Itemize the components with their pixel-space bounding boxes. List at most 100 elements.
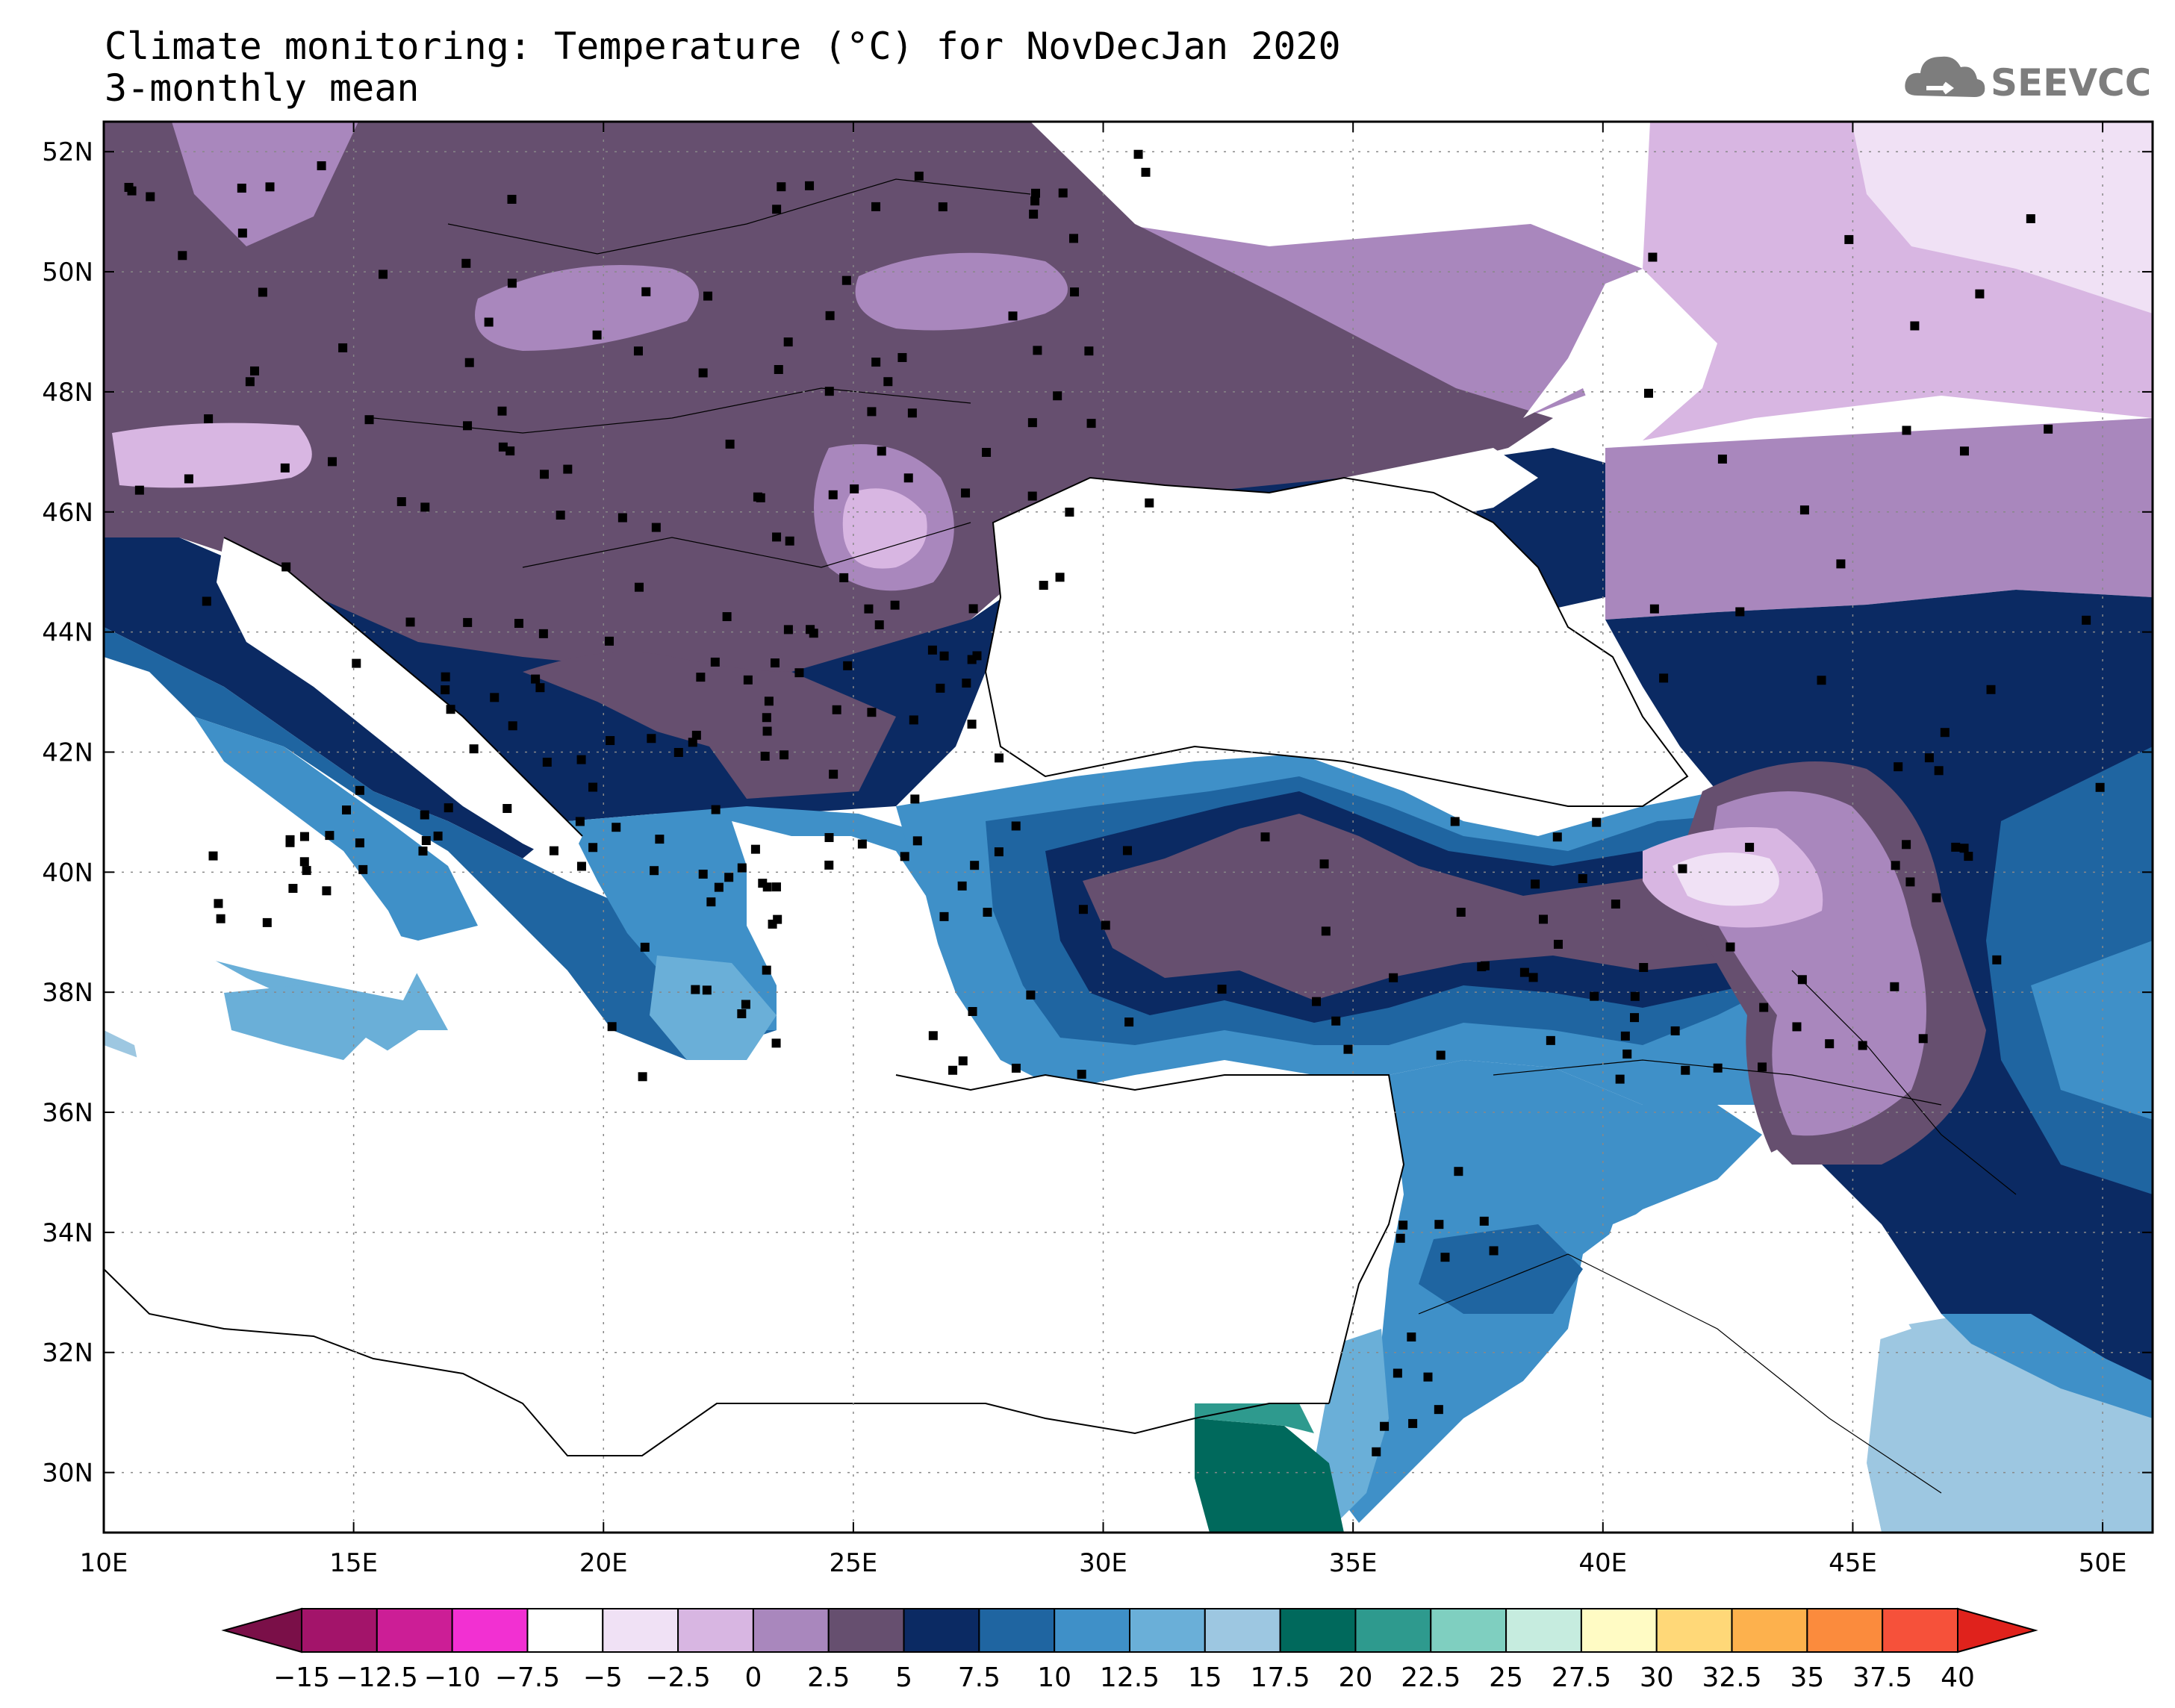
- adriatic-sea: [217, 537, 582, 866]
- y-tick-label: 48N: [42, 378, 93, 408]
- station-dot: [912, 836, 922, 846]
- temp-zone-romania-core: [842, 488, 927, 569]
- station-dot: [1407, 1333, 1416, 1342]
- station-dot: [1910, 321, 1920, 331]
- station-dot: [1622, 1049, 1632, 1059]
- station-dot: [1964, 852, 1973, 861]
- station-dot: [825, 311, 835, 320]
- legend-label: 20: [1339, 1662, 1373, 1693]
- station-dot: [396, 497, 406, 507]
- station-dot: [258, 287, 267, 297]
- station-dot: [1531, 879, 1540, 889]
- station-dot: [1133, 149, 1143, 159]
- y-tick-label: 38N: [42, 978, 93, 1008]
- station-dot: [379, 269, 388, 279]
- legend-swatch: [301, 1608, 378, 1653]
- station-dot: [237, 228, 247, 238]
- station-dot: [805, 181, 815, 190]
- station-dot: [874, 620, 884, 630]
- white-area-iraq: [1568, 1150, 1911, 1533]
- station-dot: [1122, 846, 1132, 855]
- station-dot: [638, 1072, 647, 1082]
- station-dot: [1902, 426, 1911, 435]
- legend-swatch: [602, 1608, 679, 1653]
- station-dot: [710, 657, 720, 667]
- station-dot: [531, 674, 541, 684]
- legend-low-arrow: [221, 1607, 302, 1654]
- station-dot: [538, 629, 548, 638]
- station-dot: [770, 658, 780, 668]
- station-dot: [281, 562, 291, 572]
- legend-swatch: [1204, 1608, 1281, 1653]
- station-dot: [1611, 900, 1620, 909]
- station-dot: [441, 672, 450, 682]
- station-dot: [1639, 963, 1649, 973]
- station-dot: [322, 886, 332, 896]
- station-dot: [498, 442, 508, 452]
- legend-label: 7.5: [958, 1662, 1001, 1693]
- station-dot: [650, 866, 659, 876]
- station-dot: [1011, 1063, 1021, 1073]
- station-dot: [762, 965, 771, 975]
- station-dot: [497, 406, 507, 416]
- y-tick-label: 52N: [42, 137, 93, 167]
- station-dot: [688, 738, 697, 747]
- station-dot: [722, 612, 732, 622]
- station-dot: [1033, 346, 1042, 355]
- legend-label: 22.5: [1401, 1662, 1460, 1693]
- station-dot: [299, 857, 309, 867]
- station-dot: [809, 629, 818, 638]
- station-dot: [1940, 728, 1950, 738]
- station-dot: [957, 881, 967, 891]
- station-dot: [864, 604, 874, 614]
- station-dot: [1331, 1016, 1341, 1026]
- station-dot: [1528, 973, 1538, 982]
- station-dot: [1905, 877, 1915, 887]
- temp-zone-anatolia: [1083, 814, 1777, 1000]
- station-dot: [2095, 782, 2105, 792]
- station-dot: [768, 919, 777, 929]
- legend-label: 25: [1489, 1662, 1523, 1693]
- station-dot: [758, 879, 768, 888]
- temp-zone-syria-inner: [1419, 1224, 1583, 1314]
- station-dot: [441, 685, 450, 695]
- station-dot: [1615, 1074, 1625, 1084]
- station-dot: [1434, 1220, 1444, 1229]
- legend-swatch: [1430, 1608, 1507, 1653]
- legend-swatch: [752, 1608, 830, 1653]
- station-dot: [463, 617, 473, 627]
- station-dot: [1077, 1070, 1086, 1079]
- legend-swatch: [451, 1608, 529, 1653]
- station-dot: [617, 513, 627, 523]
- station-dot: [1101, 920, 1110, 930]
- station-dot: [696, 673, 706, 682]
- station-dot: [1372, 1447, 1381, 1456]
- station-dot: [299, 832, 309, 841]
- station-markers: [124, 149, 2105, 1456]
- station-dot: [928, 1031, 938, 1041]
- legend-label: 2.5: [807, 1662, 850, 1693]
- station-dot: [1519, 967, 1529, 977]
- station-dot: [962, 679, 971, 688]
- station-dot: [605, 636, 614, 646]
- station-dot: [1030, 188, 1040, 198]
- station-dot: [1423, 1372, 1433, 1382]
- station-dot: [673, 747, 683, 757]
- station-dot: [1398, 1221, 1408, 1230]
- station-dot: [1959, 446, 1969, 456]
- station-dot: [1217, 985, 1227, 994]
- station-dot: [214, 899, 223, 908]
- station-dot: [1578, 873, 1587, 883]
- station-dot: [1552, 832, 1562, 842]
- station-dot: [1454, 1167, 1463, 1176]
- station-dot: [1030, 196, 1040, 206]
- station-dot: [936, 683, 945, 693]
- station-dot: [302, 866, 311, 876]
- station-dot: [841, 275, 851, 285]
- station-dot: [342, 805, 352, 815]
- x-axis: 10E 15E 20E 25E 30E 35E 40E 45E 50E: [80, 122, 2126, 1578]
- station-dot: [461, 258, 471, 268]
- station-dot: [507, 194, 517, 204]
- temp-zone-alps: [112, 423, 312, 488]
- x-tick-label: 40E: [1578, 1548, 1627, 1578]
